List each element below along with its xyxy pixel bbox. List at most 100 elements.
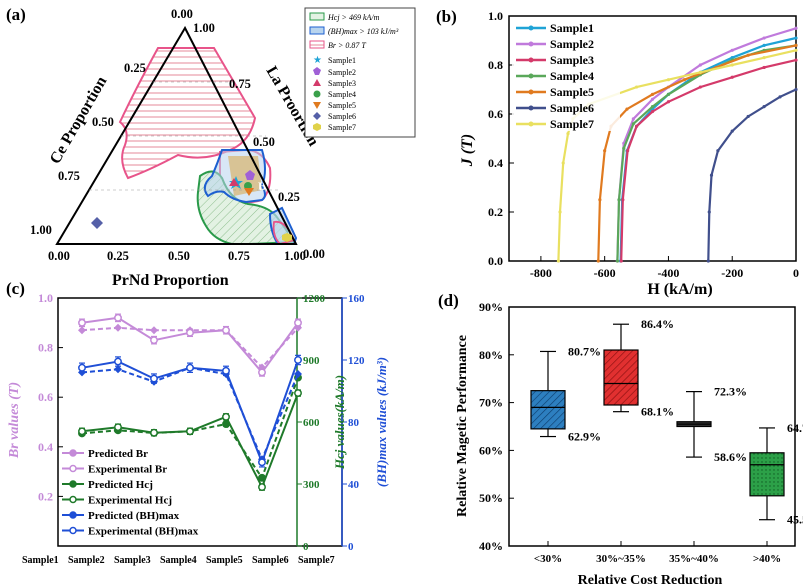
panel-d-boxplot: (d) 40% 50% 60% 70% 80% 90% <30% 30%~35% 35%~40%…: [438, 291, 803, 587]
d-ytick-label: 90%: [479, 300, 503, 314]
b-legend-marker: [528, 121, 534, 127]
d-xtick-label: 35%~40%: [669, 553, 719, 565]
d-annotation-max: 86.4%: [641, 317, 674, 331]
b-point-sample7: [698, 70, 702, 74]
b-legend-label: Sample3: [550, 53, 594, 67]
panel-c-legend: Predicted Br Experimental Br Predicted Hcj…: [62, 448, 199, 538]
b-point-sample6: [706, 259, 710, 263]
svg-text:★: ★: [313, 55, 322, 66]
b-point-sample4: [615, 259, 620, 263]
ternary-samples: [91, 170, 292, 242]
tick-right-1: 0.75: [229, 77, 251, 91]
d-annotation-max: 80.7%: [568, 344, 601, 358]
c-legend-label: Experimental (BH)max: [88, 526, 199, 538]
panel-b-xlabel: H (kA/m): [647, 281, 712, 298]
c-legend-marker: [69, 511, 77, 519]
b-legend-marker: [528, 41, 534, 47]
b-point-sample5: [625, 107, 629, 111]
b-legend-marker: [528, 57, 534, 63]
d-box: [749, 452, 785, 497]
b-point-sample2: [631, 117, 635, 121]
c-line-5: [81, 359, 299, 466]
legend-a-4: Sample2: [328, 68, 356, 77]
c-marker: [114, 323, 122, 332]
b-ytick-label: 0.6: [488, 107, 503, 121]
b-point-sample7: [561, 161, 565, 165]
b-point-sample4: [666, 92, 671, 96]
b-point-sample7: [730, 63, 734, 67]
b-curve-sample6: [707, 88, 797, 262]
ternary-grid: [89, 81, 281, 191]
legend-a-1: (BH)max > 103 kJ/m³: [328, 27, 399, 36]
panel-a-legend: Hcj > 469 kA/m (BH)max > 103 kJ/m³ Br > …: [304, 7, 416, 138]
b-xtick-label: -400: [657, 266, 679, 280]
panel-d-xlabel: Relative Cost Reduction: [578, 573, 723, 587]
c-marker: [186, 328, 194, 337]
b-point-sample6: [778, 95, 782, 99]
b-xtick-label: -800: [530, 266, 552, 280]
sample6-marker: [91, 217, 103, 229]
tick-bottom-0: 0.00: [48, 249, 70, 263]
b-point-sample6: [762, 105, 766, 109]
panel-b-demag-curves: (b) -800 -600 -400 -200 00.00.20.40.60.81.0 …: [436, 7, 799, 298]
c-marker: [78, 363, 86, 372]
b-point-sample1: [762, 43, 766, 48]
c-marker: [294, 356, 302, 364]
b-point-sample3: [619, 259, 623, 263]
b-point-sample4: [650, 105, 655, 109]
legend-a-0: Hcj > 469 kA/m: [327, 13, 380, 22]
b-xtick-label: -200: [721, 266, 743, 280]
d-xtick-label: >40%: [753, 553, 781, 565]
region-label-b: B: [258, 179, 266, 193]
panel-d-frame: [508, 306, 796, 547]
c-legend-label: Experimental Hcj: [88, 495, 172, 507]
panel-a-label: (a): [6, 5, 26, 24]
b-point-sample4: [631, 122, 635, 126]
c-xtick-label: Sample6: [252, 555, 289, 566]
c-xtick-label: Sample1: [22, 555, 59, 566]
b-legend-marker: [528, 89, 534, 95]
tick-bottom-3: 0.75: [228, 249, 250, 263]
c-marker: [294, 389, 302, 398]
b-point-sample6: [707, 210, 711, 214]
c-ytick-left: 0.8: [38, 341, 53, 355]
b-ytick-label: 0.2: [488, 205, 503, 219]
b-point-sample3: [730, 75, 734, 79]
c-marker: [222, 412, 230, 421]
c-marker: [294, 318, 302, 327]
c-xtick-label: Sample4: [160, 555, 197, 566]
panel-b-axes: -800 -600 -400 -200 0 0.0 0.2 0.4 0.6 0.8 1.0: [488, 9, 799, 280]
c-legend-marker: [69, 480, 77, 488]
c-marker: [150, 326, 158, 335]
d-annotation-max: 64.7%: [787, 421, 803, 435]
c-marker: [78, 318, 86, 327]
b-point-sample3: [666, 100, 671, 104]
panel-b-curves: [556, 26, 798, 263]
legend-a-5: Sample3: [328, 79, 356, 88]
c-ytick-mid: 900: [303, 355, 320, 367]
c-line-4: [81, 366, 299, 462]
c-ytick-mid: 300: [303, 479, 320, 491]
legend-a-7: Sample5: [328, 101, 356, 110]
b-point-sample7: [634, 85, 639, 89]
panel-b-frame: [508, 15, 797, 262]
b-point-sample4: [622, 146, 626, 150]
b-point-sample7: [558, 210, 562, 214]
panel-d-label: (d): [438, 291, 459, 310]
axis-title-prnd: PrNd Proportion: [112, 272, 229, 289]
d-xtick-label: <30%: [534, 553, 562, 565]
c-ytick-mid: 600: [303, 417, 320, 429]
b-point-sample6: [730, 129, 734, 133]
tick-right-3: 0.25: [278, 190, 300, 204]
c-legend-label: Predicted Br: [88, 448, 148, 460]
b-point-sample7: [566, 132, 570, 136]
b-point-sample3: [794, 58, 798, 62]
legend-a-6: Sample4: [328, 90, 356, 99]
b-legend-marker: [528, 25, 534, 31]
b-point-sample7: [556, 259, 561, 263]
b-point-sample3: [634, 124, 639, 128]
b-point-sample5: [746, 53, 750, 57]
c-marker: [222, 366, 230, 375]
b-point-sample7: [762, 56, 766, 60]
